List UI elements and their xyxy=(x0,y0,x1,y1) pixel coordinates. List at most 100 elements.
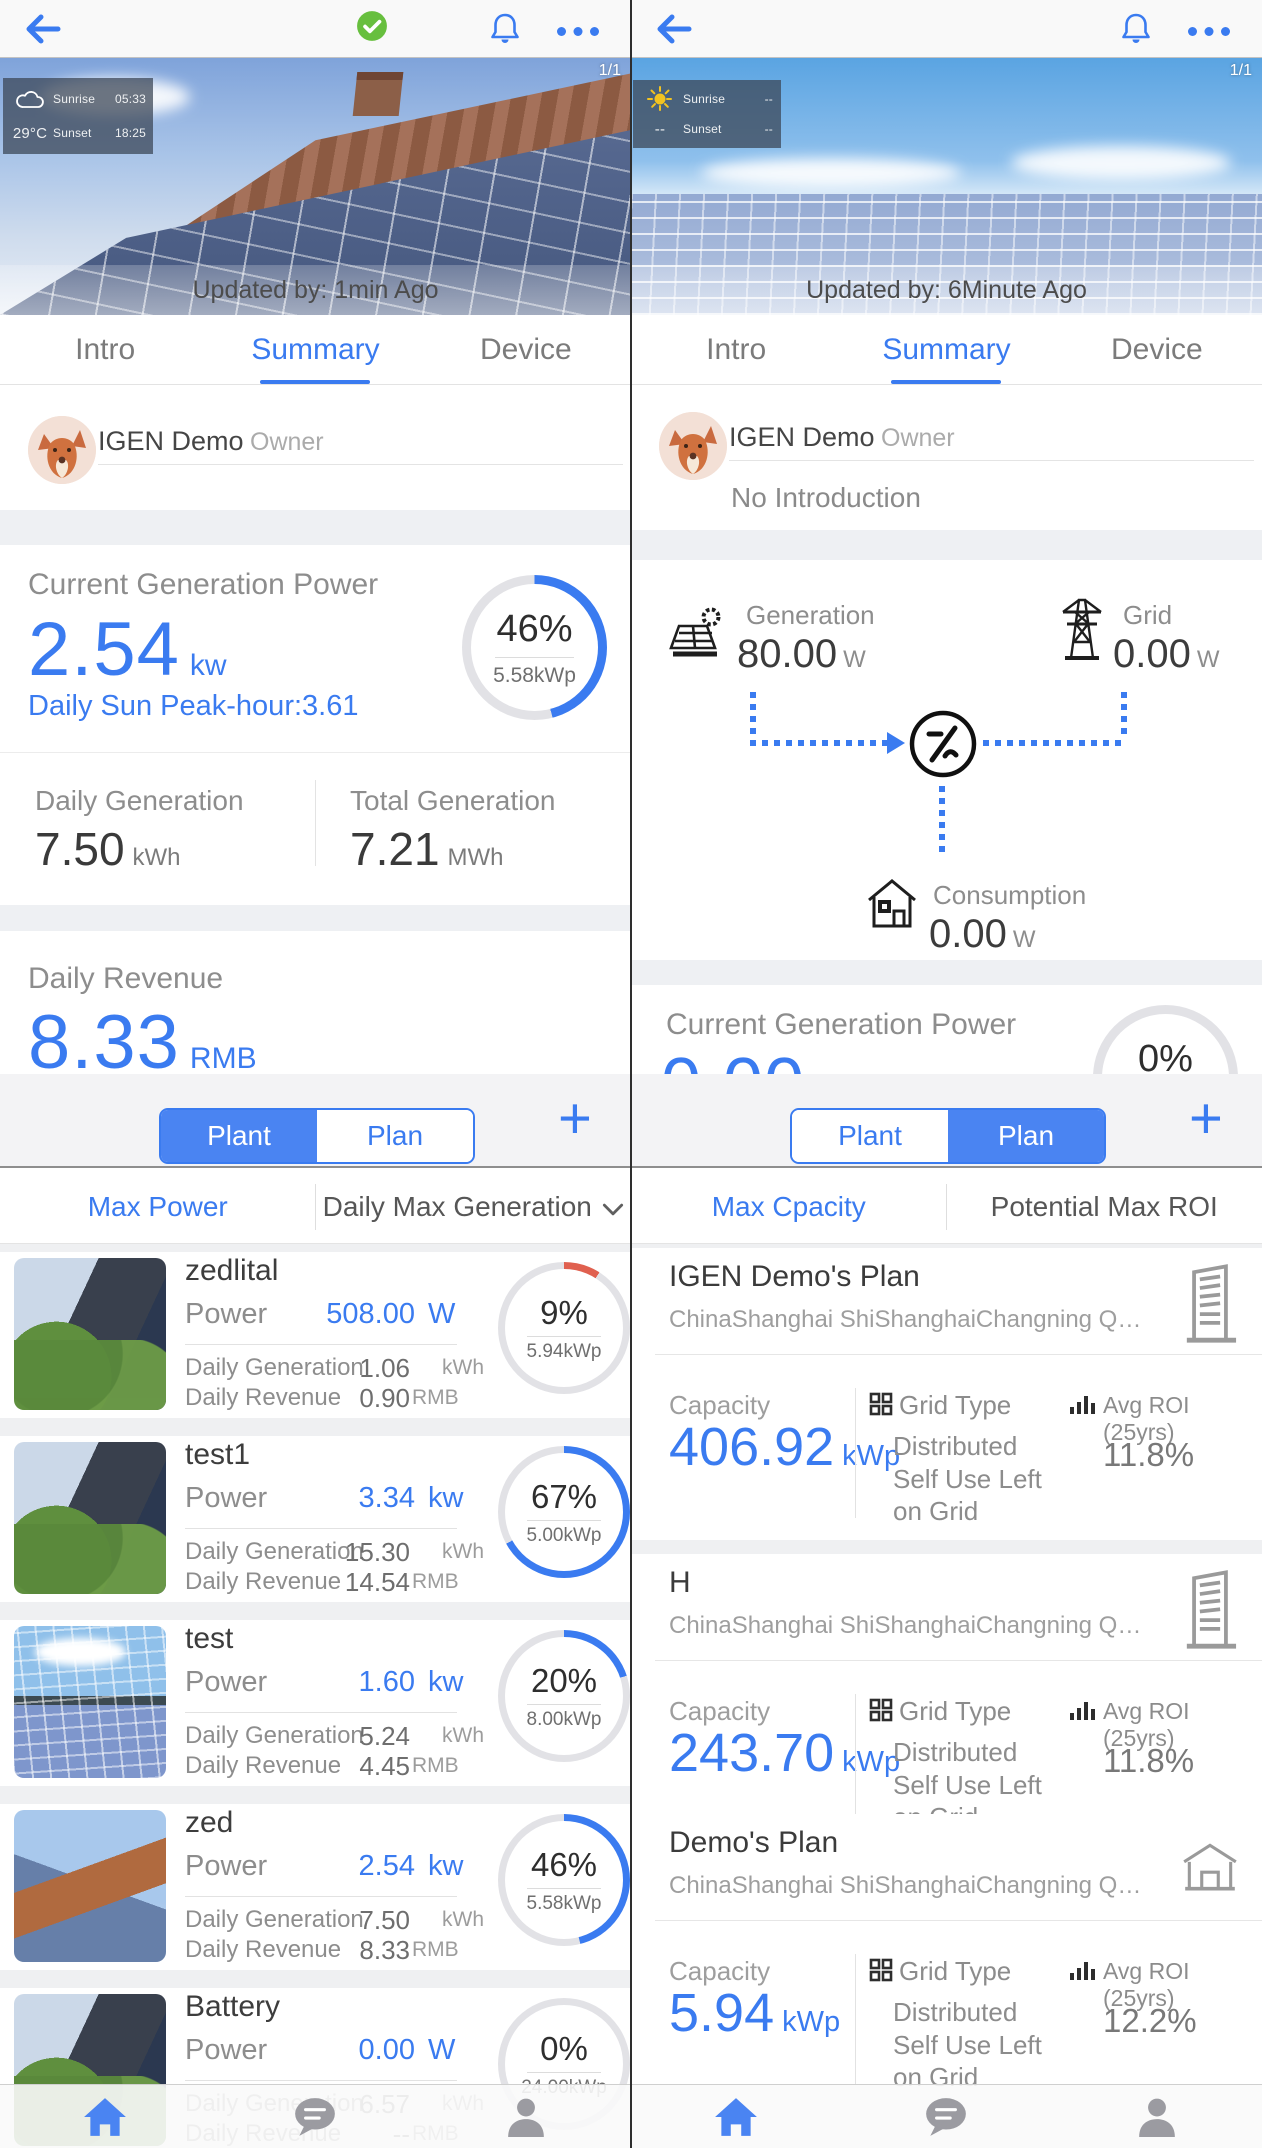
sort-header: Max Cpacity Potential Max ROI xyxy=(631,1170,1262,1244)
divider xyxy=(98,464,623,465)
screen-plant-list: Plant Plan + Max Power Daily Max Generat… xyxy=(0,1074,631,2148)
flow-line xyxy=(983,740,1125,746)
plan-card-h[interactable]: H ChinaShanghai ShiShanghaiChangning QuB… xyxy=(631,1554,1262,1846)
sort-header: Max Power Daily Max Generation xyxy=(0,1170,631,1244)
updated-status: Updated by: 6Minute Ago xyxy=(631,265,1262,315)
sort-max-power[interactable]: Max Power xyxy=(87,1190,228,1222)
tab-intro[interactable]: Intro xyxy=(75,332,136,366)
gauge-percent: 0% xyxy=(1138,1037,1193,1075)
grid-type-value: Distributed Self Use Left on Grid xyxy=(893,1997,1042,2092)
temperature: 29°C xyxy=(12,124,48,142)
divider xyxy=(946,1184,947,1230)
gauge-percent: 67% xyxy=(530,1477,598,1515)
grid-type-label: Grid Type xyxy=(899,1956,1012,1986)
daily-revenue-value: 8.33 xyxy=(359,1935,410,1965)
sort-max-capacity[interactable]: Max Cpacity xyxy=(711,1190,866,1222)
plant-row-test[interactable]: test Power 1.60 kw Daily Generation 5.24… xyxy=(0,1620,631,1786)
power-value: 0.00 xyxy=(358,2034,415,2066)
plan-card-demo[interactable]: Demo's Plan ChinaShanghai ShiShanghaiCha… xyxy=(631,1814,1262,2148)
divider xyxy=(185,1528,457,1529)
current-power-value: 0.00 xyxy=(661,1048,805,1074)
plan-location: ChinaShanghai ShiShanghaiChangning QuXie… xyxy=(669,1872,1144,1899)
bar-chart-icon xyxy=(1069,1960,1095,1982)
power-label: Power xyxy=(185,1666,268,1698)
daily-revenue-unit: RMB xyxy=(412,1570,459,1593)
plant-name: zed xyxy=(185,1806,234,1839)
alarm-bell-icon[interactable] xyxy=(1120,12,1152,46)
tab-messages[interactable] xyxy=(210,2096,420,2138)
tab-summary[interactable]: Summary xyxy=(210,315,420,384)
back-icon[interactable] xyxy=(24,13,62,45)
plan-card-igen-demo[interactable]: IGEN Demo's Plan ChinaShanghai ShiShangh… xyxy=(631,1248,1262,1540)
daily-generation-unit: kWh xyxy=(442,1908,484,1931)
plant-row-zed[interactable]: zed Power 2.54 kw Daily Generation 7.50 … xyxy=(0,1804,631,1970)
plant-photo-hero: Sunrise 05:33 29°C Sunset 18:25 Updated … xyxy=(0,58,631,315)
tab-device[interactable]: Device xyxy=(1110,332,1203,366)
power-label: Power xyxy=(185,2034,268,2066)
current-generation-power-title: Current Generation Power xyxy=(28,568,379,601)
divider xyxy=(185,1712,457,1713)
sort-potential-max-roi[interactable]: Potential Max ROI xyxy=(990,1190,1218,1222)
flow-line xyxy=(750,692,756,740)
gauge-percent: 46% xyxy=(530,1845,598,1883)
solar-panel-icon xyxy=(669,604,729,667)
divider xyxy=(855,1388,856,1518)
daily-revenue-label: Daily Revenue xyxy=(185,1752,342,1779)
tab-profile[interactable] xyxy=(1052,2096,1262,2138)
daily-generation-value: 7.50 kWh xyxy=(35,823,181,875)
owner-row[interactable]: IGEN Demo Owner No Introduction xyxy=(631,386,1262,530)
owner-row[interactable]: IGEN Demo Owner xyxy=(0,386,631,510)
divider xyxy=(655,1354,1262,1355)
plan-location: ChinaShanghai ShiShanghaiChangning QuXie… xyxy=(669,1306,1144,1333)
more-menu-icon[interactable] xyxy=(1187,24,1231,36)
power-value: 2.54 xyxy=(358,1850,415,1882)
status-check-icon[interactable] xyxy=(356,10,388,42)
daily-generation-value: 1.06 xyxy=(359,1353,410,1383)
plan-name: H xyxy=(669,1566,691,1599)
gauge-capacity: 5.58kWp xyxy=(493,663,576,687)
add-button[interactable]: + xyxy=(558,1086,592,1151)
segment-plant[interactable]: Plant xyxy=(161,1110,317,1162)
tab-profile[interactable] xyxy=(421,2096,631,2138)
daily-generation-label: Daily Generation xyxy=(185,1354,364,1381)
gauge-capacity: 5.94kWp xyxy=(526,1340,602,1362)
plant-row-test1[interactable]: test1 Power 3.34 kw Daily Generation 15.… xyxy=(0,1436,631,1602)
plant-thumbnail xyxy=(14,1810,166,1962)
plant-row-zedlital[interactable]: zedlital Power 508.00 W Daily Generation… xyxy=(0,1252,631,1418)
section-gap xyxy=(0,905,631,931)
segment-plan[interactable]: Plan xyxy=(317,1110,473,1162)
tab-home[interactable] xyxy=(0,2096,210,2138)
screen-plan-list: Plant Plan + Max Cpacity Potential Max R… xyxy=(631,1074,1262,2148)
chevron-down-icon xyxy=(602,1191,624,1223)
power-unit: W xyxy=(428,2034,456,2066)
tab-summary[interactable]: Summary xyxy=(841,315,1051,384)
add-button[interactable]: + xyxy=(1189,1086,1223,1151)
avg-roi-label: Avg ROI (25yrs) xyxy=(1103,1392,1190,1445)
alarm-bell-icon[interactable] xyxy=(489,12,521,46)
tab-device[interactable]: Device xyxy=(479,332,572,366)
avatar xyxy=(659,412,727,480)
back-icon[interactable] xyxy=(655,13,693,45)
tab-messages[interactable] xyxy=(841,2096,1051,2138)
segment-plant[interactable]: Plant xyxy=(792,1110,948,1162)
capacity-label: Capacity xyxy=(669,1956,771,1986)
grid-type-label: Grid Type xyxy=(899,1390,1012,1420)
bottom-tab-bar xyxy=(0,2084,631,2148)
daily-revenue-label: Daily Revenue xyxy=(185,1568,342,1595)
tab-strip: Intro Summary Device xyxy=(0,315,631,385)
sunrise-label: Sunrise xyxy=(683,92,726,106)
segment-plan[interactable]: Plan xyxy=(948,1110,1104,1162)
capacity-value: 406.92 kWp xyxy=(669,1417,901,1477)
gauge-percent: 20% xyxy=(530,1661,598,1699)
tab-intro[interactable]: Intro xyxy=(706,332,767,366)
consumption-label: Consumption xyxy=(933,880,1087,910)
flow-line xyxy=(939,786,945,856)
power-value: 508.00 xyxy=(326,1298,415,1330)
power-unit: kw xyxy=(428,1666,464,1698)
sun-weather-icon xyxy=(637,85,683,113)
sort-daily-max-generation[interactable]: Daily Max Generation xyxy=(316,1170,632,1243)
tab-home[interactable] xyxy=(631,2096,841,2138)
updated-status: Updated by: 1min Ago xyxy=(0,265,631,315)
more-menu-icon[interactable] xyxy=(556,24,600,36)
daily-generation-label: Daily Generation xyxy=(185,1722,364,1749)
